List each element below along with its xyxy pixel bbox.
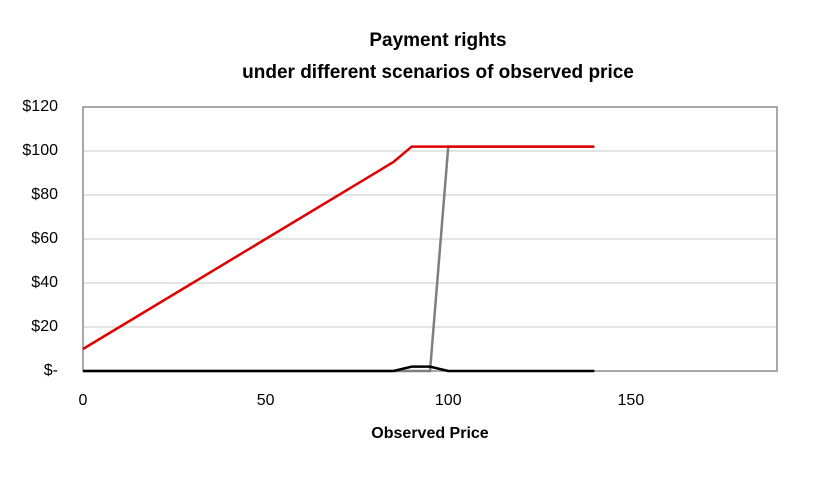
y-tick-label: $60 <box>31 230 58 247</box>
chart-subtitle: under different scenarios of observed pr… <box>242 62 634 83</box>
series-line <box>82 145 595 351</box>
y-tick-label: $120 <box>22 98 58 115</box>
y-tick-label: $100 <box>22 142 58 159</box>
x-tick-label: 150 <box>618 392 645 409</box>
y-tick-label: $80 <box>31 186 58 203</box>
y-tick-label: $20 <box>31 318 58 335</box>
y-tick-label: $40 <box>31 274 58 291</box>
x-axis-title: Observed Price <box>371 425 489 442</box>
x-tick-label: 50 <box>257 392 275 409</box>
y-tick-label: $- <box>44 362 58 379</box>
series-line <box>83 145 595 373</box>
chart-title: Payment rights <box>369 30 506 51</box>
x-tick-label: 100 <box>435 392 462 409</box>
x-tick-label: 0 <box>79 392 88 409</box>
series-line <box>83 365 595 373</box>
